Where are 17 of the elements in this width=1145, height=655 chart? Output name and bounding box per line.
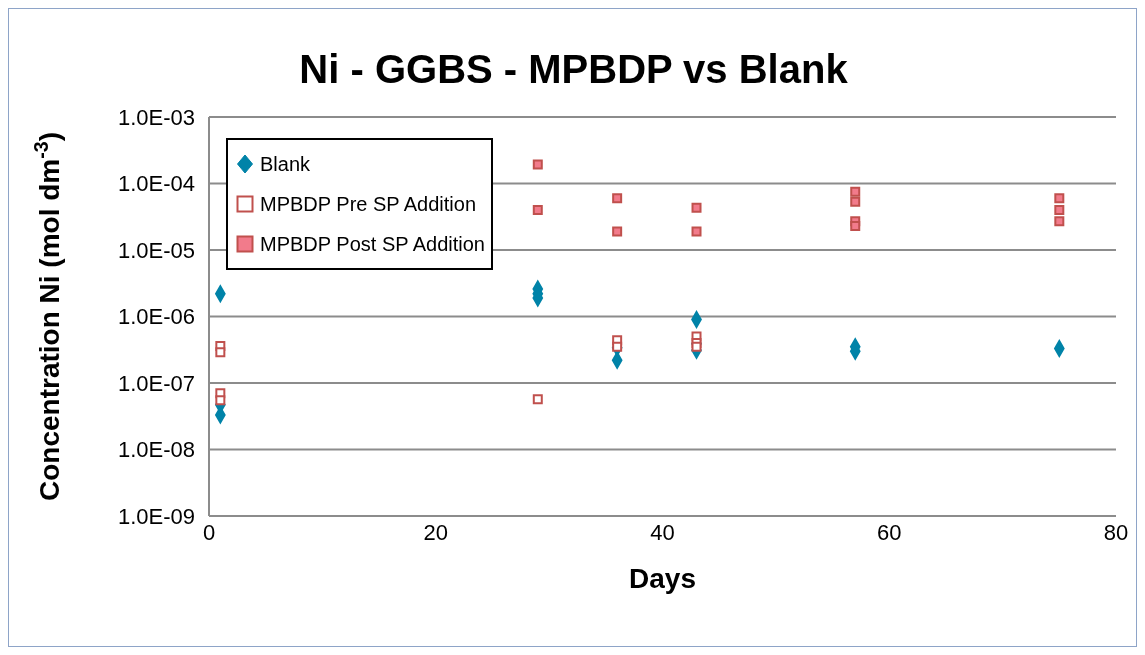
legend-label: MPBDP Post SP Addition [260,232,485,256]
x-tick-label: 20 [423,519,448,545]
y-tick-label: 1.0E-07 [117,370,195,396]
y-tick-label: 1.0E-04 [117,171,195,197]
y-tick-label: 1.0E-05 [117,237,195,263]
y-tick-label: 1.0E-09 [117,503,195,529]
legend-label: MPBDP Pre SP Addition [260,192,477,216]
x-axis-title: Days [629,563,696,594]
x-tick-label: 40 [650,519,675,545]
x-tick-label: 60 [877,519,902,545]
x-tick-label: 0 [202,519,216,545]
y-tick-label: 1.0E-08 [117,437,195,463]
legend-label: Blank [260,152,311,176]
x-tick-label: 80 [1103,519,1129,545]
y-tick-label: 1.0E-03 [117,104,195,130]
y-tick-label: 1.0E-06 [117,304,195,330]
chart-title: Ni - GGBS - MPBDP vs Blank [298,47,849,92]
